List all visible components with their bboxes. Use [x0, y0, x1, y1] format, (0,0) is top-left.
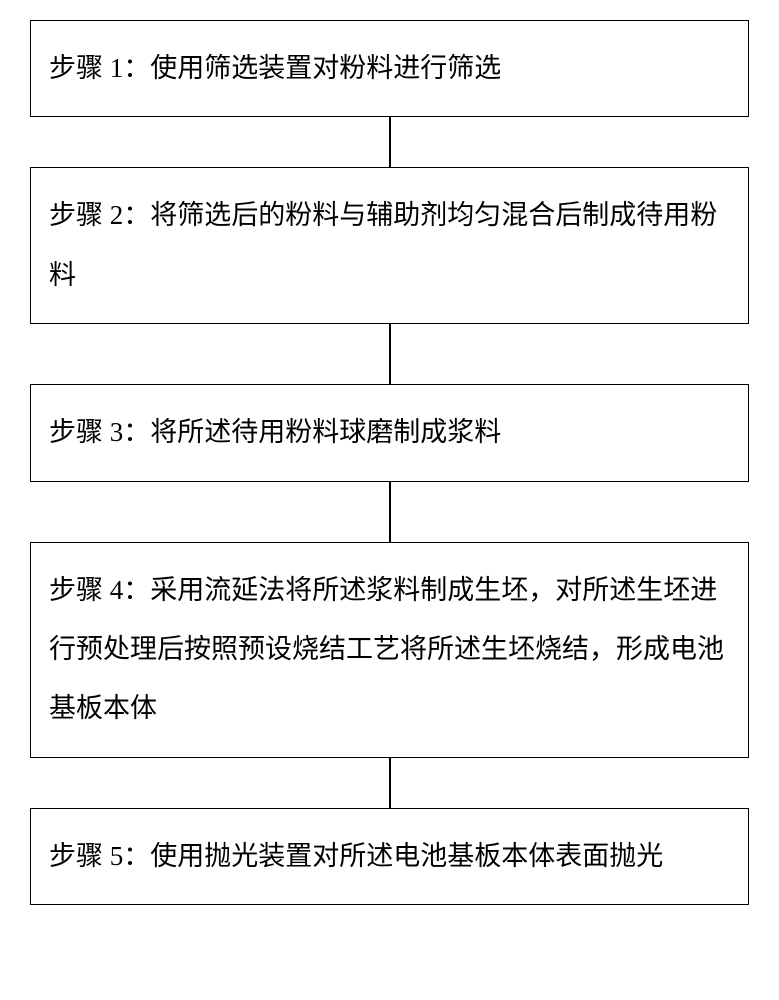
- step-text-2: 步骤 2：将筛选后的粉料与辅助剂均匀混合后制成待用粉料: [49, 200, 717, 289]
- step-box-5: 步骤 5：使用抛光装置对所述电池基板本体表面抛光: [30, 808, 749, 905]
- connector-4: [389, 758, 391, 808]
- step-box-4: 步骤 4：采用流延法将所述浆料制成生坯，对所述生坯进行预处理后按照预设烧结工艺将…: [30, 542, 749, 758]
- connector-3: [389, 482, 391, 542]
- connector-1: [389, 117, 391, 167]
- step-box-1: 步骤 1：使用筛选装置对粉料进行筛选: [30, 20, 749, 117]
- step-text-4: 步骤 4：采用流延法将所述浆料制成生坯，对所述生坯进行预处理后按照预设烧结工艺将…: [49, 575, 724, 724]
- step-text-3: 步骤 3：将所述待用粉料球磨制成浆料: [49, 417, 501, 447]
- connector-2: [389, 324, 391, 384]
- step-box-2: 步骤 2：将筛选后的粉料与辅助剂均匀混合后制成待用粉料: [30, 167, 749, 324]
- step-text-1: 步骤 1：使用筛选装置对粉料进行筛选: [49, 53, 501, 83]
- step-box-3: 步骤 3：将所述待用粉料球磨制成浆料: [30, 384, 749, 481]
- step-text-5: 步骤 5：使用抛光装置对所述电池基板本体表面抛光: [49, 841, 663, 871]
- flowchart-container: 步骤 1：使用筛选装置对粉料进行筛选 步骤 2：将筛选后的粉料与辅助剂均匀混合后…: [30, 20, 749, 905]
